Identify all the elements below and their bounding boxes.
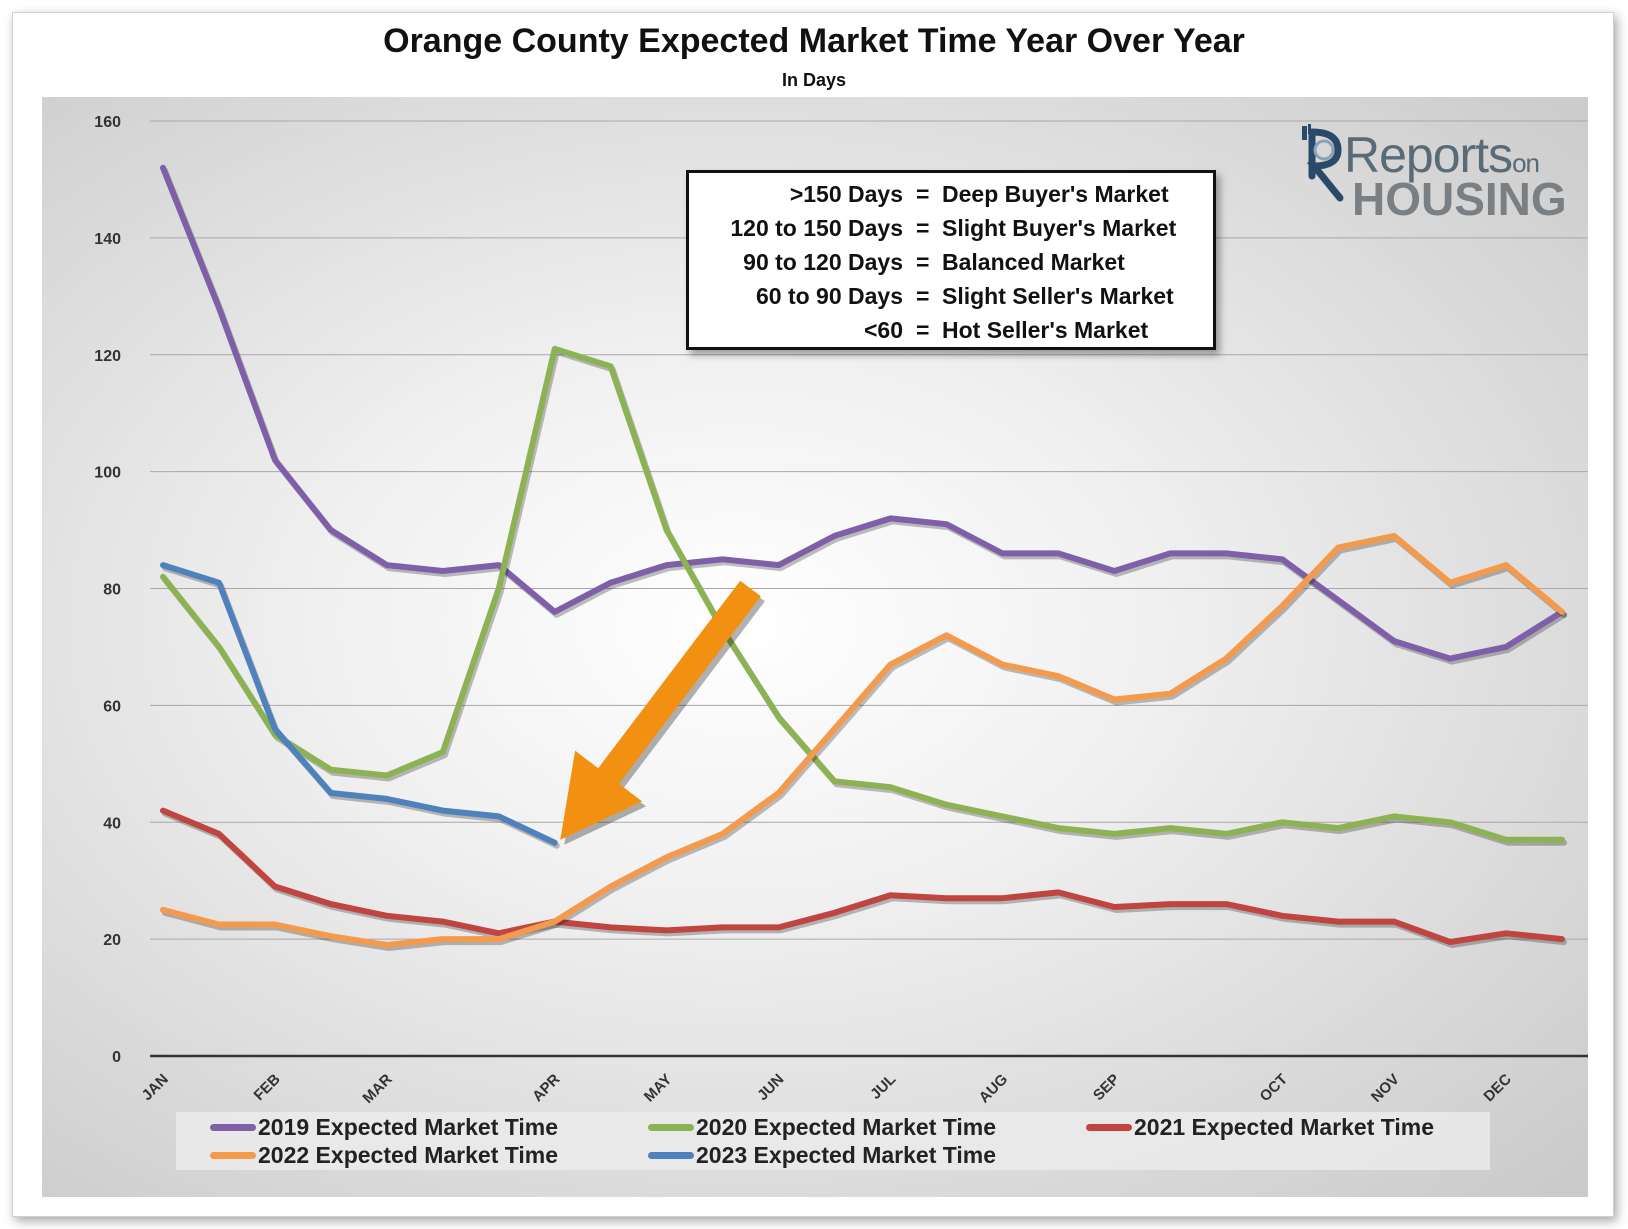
legend-swatch [1086, 1123, 1132, 1131]
key-row: <60 = Hot Seller's Market [863, 317, 1149, 343]
x-tick-label: DEC [1480, 1071, 1515, 1106]
y-tick-label: 40 [103, 815, 121, 832]
arrow-annotation [560, 580, 761, 840]
y-tick-label: 60 [103, 698, 121, 715]
y-axis-ticks: 0 20 40 60 80 100 120 140 160 [94, 114, 121, 1066]
key-row: 60 to 90 Days = Slight Seller's Market [755, 283, 1174, 309]
key-row: 90 to 120 Days = Balanced Market [743, 249, 1125, 275]
x-tick-label: JUL [867, 1071, 899, 1103]
x-axis-ticks: JAN FEB MAR APR MAY JUN JUL AUG SEP OCT NOV DEC [139, 1071, 1515, 1107]
key-row: 120 to 150 Days = Slight Buyer's Market [730, 215, 1177, 241]
series-line-2019 [160, 164, 1565, 662]
series-line-2022 [160, 532, 1565, 948]
y-tick-label: 120 [94, 348, 121, 365]
legend-swatch [648, 1151, 694, 1159]
legend-item-2023: 2023 Expected Market Time [648, 1141, 996, 1169]
x-tick-label: OCT [1257, 1071, 1291, 1105]
x-tick-label: SEP [1090, 1071, 1123, 1104]
annotations [560, 580, 765, 845]
legend-item-2022: 2022 Expected Market Time [210, 1141, 558, 1169]
series-line-2020 [160, 345, 1565, 843]
y-tick-label: 0 [112, 1049, 121, 1066]
x-tick-label: AUG [976, 1071, 1012, 1107]
legend-swatch [648, 1123, 694, 1131]
legend-item-2019: 2019 Expected Market Time [210, 1113, 558, 1141]
x-tick-label: NOV [1368, 1071, 1403, 1106]
y-tick-label: 80 [103, 582, 121, 599]
series-line-2021 [160, 807, 1565, 945]
chart-legend: 2019 Expected Market Time 2020 Expected … [176, 1112, 1490, 1170]
reports-on-housing-logo: Reportson HOUSING [1300, 120, 1570, 230]
gridlines [150, 120, 1588, 1058]
x-tick-label: JAN [139, 1071, 172, 1104]
market-key-box: >150 Days = Deep Buyer's Market 120 to 150… [686, 170, 1216, 350]
chart-title: Orange County Expected Market Time Year … [383, 22, 1245, 60]
x-tick-label: APR [529, 1071, 564, 1106]
x-tick-label: FEB [251, 1071, 284, 1104]
series-shadow-2022 [162, 535, 1567, 951]
legend-swatch [210, 1151, 256, 1159]
logo-reports-text: Reportson [1344, 127, 1540, 183]
legend-item-2020: 2020 Expected Market Time [648, 1113, 996, 1141]
chart-subtitle: In Days [781, 70, 847, 90]
logo-housing-text: HOUSING [1352, 173, 1567, 225]
y-tick-label: 20 [103, 932, 121, 949]
y-tick-label: 100 [94, 465, 121, 482]
legend-item-2021: 2021 Expected Market Time [1086, 1113, 1434, 1141]
series-lines [160, 164, 1567, 951]
key-row: >150 Days = Deep Buyer's Market [789, 181, 1169, 207]
series-shadow-2021 [162, 810, 1567, 948]
series-shadow-2020 [162, 348, 1567, 846]
series-line-2023 [160, 562, 558, 846]
x-tick-label: MAR [359, 1071, 395, 1107]
y-tick-label: 140 [94, 231, 121, 248]
magnifier-logo-icon [1302, 124, 1344, 202]
series-shadow-2023 [162, 565, 560, 849]
x-tick-label: MAY [641, 1071, 676, 1106]
y-tick-label: 160 [94, 114, 121, 131]
x-tick-label: JUN [754, 1071, 787, 1104]
legend-swatch [210, 1123, 256, 1131]
